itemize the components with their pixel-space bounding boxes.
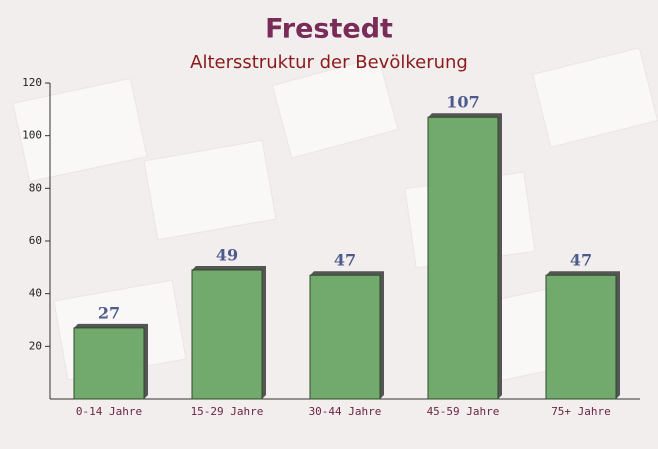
value-label: 47 xyxy=(334,251,356,270)
value-label: 27 xyxy=(98,303,120,322)
x-tick-label: 30-44 Jahre xyxy=(309,405,382,418)
chart-title: Frestedt xyxy=(265,14,393,45)
value-label: 47 xyxy=(570,251,592,270)
bar xyxy=(73,327,145,400)
x-tick-label: 75+ Jahre xyxy=(551,405,611,418)
y-tick-label: 60 xyxy=(29,234,42,247)
x-tick-label: 0-14 Jahre xyxy=(76,405,142,418)
y-tick-label: 80 xyxy=(29,181,42,194)
bar xyxy=(309,274,381,400)
bar xyxy=(545,274,617,400)
value-label: 107 xyxy=(446,93,479,112)
chart-subtitle: Altersstruktur der Bevölkerung xyxy=(190,52,468,73)
y-tick-label: 20 xyxy=(29,339,42,352)
y-tick-label: 40 xyxy=(29,287,42,300)
y-tick-label: 100 xyxy=(22,129,42,142)
x-tick-label: 45-59 Jahre xyxy=(427,405,500,418)
bar xyxy=(191,269,263,400)
value-label: 49 xyxy=(216,245,238,264)
bar xyxy=(427,116,499,400)
x-tick-label: 15-29 Jahre xyxy=(191,405,264,418)
y-tick-label: 120 xyxy=(22,76,42,89)
